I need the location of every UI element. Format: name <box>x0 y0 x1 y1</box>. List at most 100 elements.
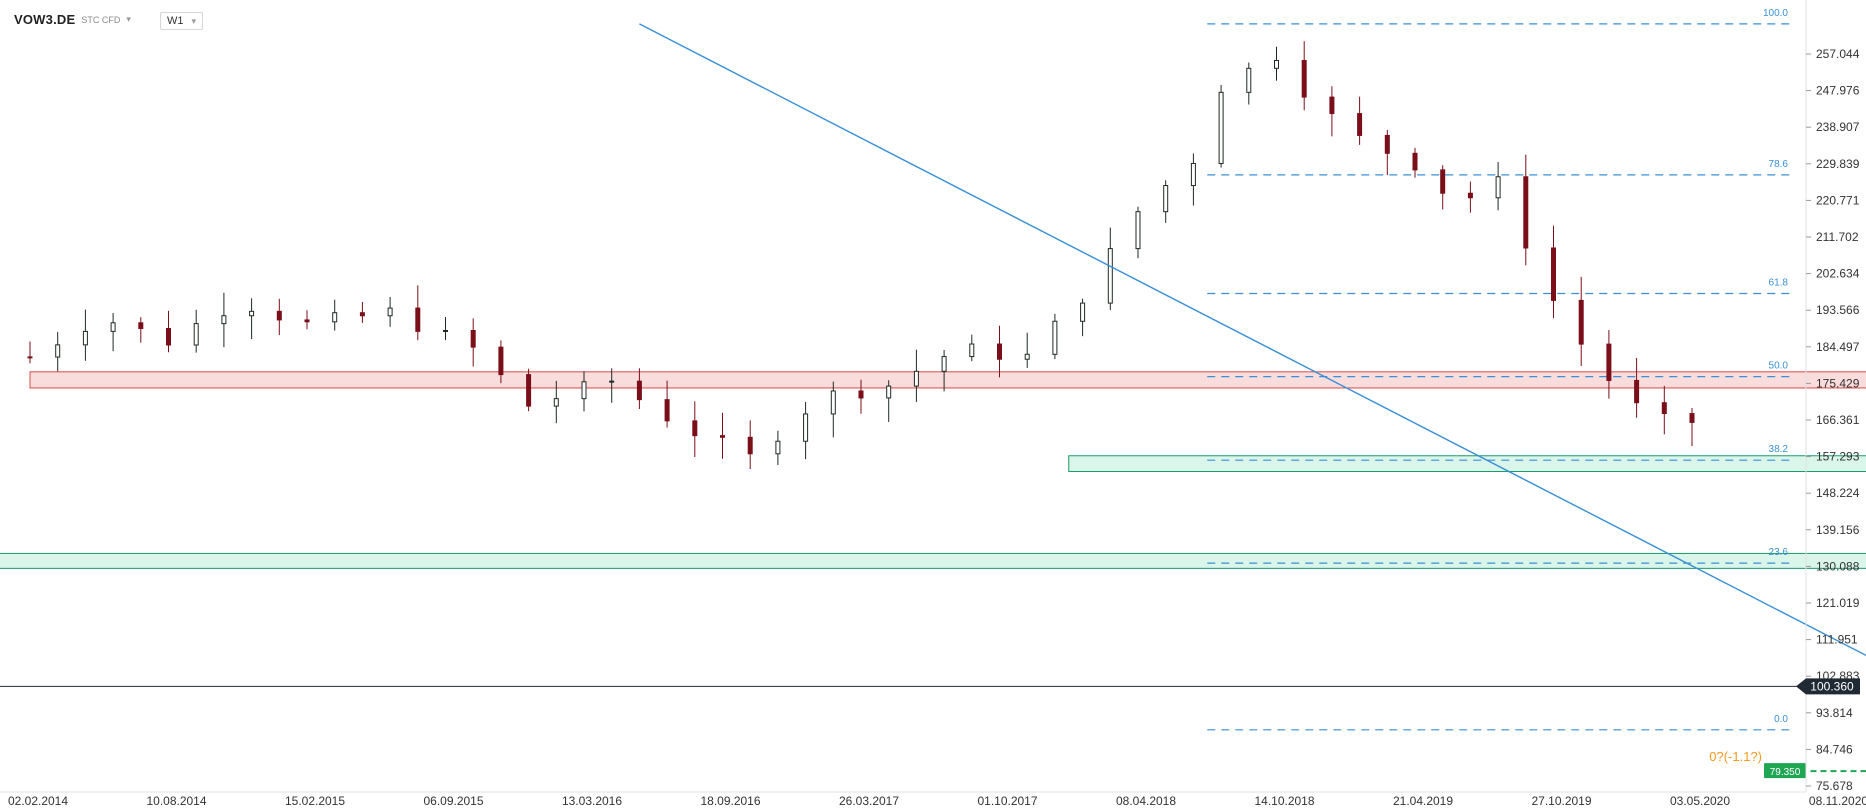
candle-body-bear <box>1523 176 1529 249</box>
candle-body-bear <box>359 312 365 317</box>
candle <box>997 325 1002 378</box>
y-tick-label: 247.976 <box>1816 84 1860 98</box>
candle-body-bull <box>1274 59 1279 69</box>
candle <box>1163 180 1169 223</box>
candle <box>1190 153 1196 206</box>
candle-body-bear <box>1578 299 1584 345</box>
candle-body-bear <box>997 343 1002 360</box>
candle <box>276 298 282 336</box>
candle <box>387 296 393 327</box>
candle <box>1301 41 1307 111</box>
fib-level-label: 61.8 <box>1769 278 1789 289</box>
candle <box>359 302 365 323</box>
low-partial-label: 0?(-1.1?) <box>1709 749 1762 764</box>
candle-body-bear <box>304 319 310 323</box>
x-tick-label: 18.09.2016 <box>700 794 760 808</box>
candle-body-bull <box>941 356 947 372</box>
x-tick-label: 13.03.2016 <box>562 794 622 808</box>
candle <box>1440 165 1446 210</box>
candle <box>443 316 448 341</box>
candle <box>221 292 227 348</box>
y-tick-label: 121.019 <box>1816 596 1860 610</box>
candle-body-bear <box>138 322 144 330</box>
candle <box>720 412 725 459</box>
low-price-tag-label: 79.350 <box>1770 767 1801 778</box>
chart-toolbar: VOW3.DE STC CFD ▾ <box>14 12 131 27</box>
candle <box>1689 407 1695 447</box>
y-tick-label: 139.156 <box>1816 523 1860 537</box>
y-tick-label: 211.702 <box>1816 230 1859 244</box>
candle-body-bull <box>55 344 61 358</box>
candle <box>775 430 781 466</box>
y-tick-label: 220.771 <box>1816 193 1860 207</box>
y-tick-label: 184.497 <box>1816 340 1860 354</box>
candle-body-bear <box>1467 192 1473 199</box>
candle <box>1329 86 1335 137</box>
candle <box>249 298 255 340</box>
candle-body-bear <box>27 356 33 359</box>
candle <box>166 310 171 353</box>
candle-body-bull <box>1495 176 1501 199</box>
candle-body-bear <box>636 380 642 401</box>
candle <box>1246 62 1252 105</box>
candle <box>1551 225 1556 319</box>
candle <box>636 368 642 410</box>
x-tick-label: 01.10.2017 <box>977 794 1037 808</box>
x-tick-label: 15.02.2015 <box>285 794 345 808</box>
candle-body-bear <box>1634 379 1640 404</box>
candle-body-bull <box>1024 353 1030 360</box>
candle-body-bull <box>1190 162 1196 187</box>
candle-body-bull <box>969 343 975 358</box>
x-tick-label: 08.04.2018 <box>1116 794 1176 808</box>
symbol-label[interactable]: VOW3.DE <box>14 12 76 27</box>
y-tick-label: 166.361 <box>1816 413 1860 427</box>
fib-level-label: 100.0 <box>1763 8 1788 19</box>
symbol-dropdown-icon[interactable]: ▾ <box>126 14 131 24</box>
candle-body-bull <box>553 398 559 407</box>
candle-body-bear <box>166 328 171 346</box>
candle <box>415 285 421 341</box>
candle <box>27 341 33 364</box>
candle-body-bull <box>775 440 781 455</box>
fib-level-label: 78.6 <box>1769 159 1789 170</box>
fib-level-label: 0.0 <box>1774 714 1788 725</box>
candle-body-bear <box>1440 169 1446 194</box>
candle-body-bear <box>1412 152 1418 171</box>
instrument-type: STC CFD <box>81 14 121 25</box>
candle <box>1384 129 1390 176</box>
candle-body-bull <box>82 330 88 346</box>
low-price-tag: 79.350 <box>1764 763 1806 779</box>
candle-body-bull <box>1218 91 1224 164</box>
candle <box>1218 84 1224 168</box>
timeframe-label: W1 <box>167 15 184 27</box>
candle-body-bear <box>858 390 864 399</box>
candle <box>553 380 559 424</box>
resistance-zone <box>29 371 1866 389</box>
low-price-tag-bg <box>1764 763 1806 779</box>
y-tick-label: 93.814 <box>1816 706 1853 720</box>
x-tick-label: 08.11.2020 <box>1809 794 1866 808</box>
timeframe-chevron-down-icon[interactable]: ▾ <box>191 15 197 26</box>
candle <box>609 368 615 403</box>
candle-body-bull <box>1080 302 1086 322</box>
fib-level-label: 38.2 <box>1769 444 1789 455</box>
candle-body-bear <box>498 346 504 376</box>
candle <box>138 317 144 343</box>
candle <box>526 368 532 412</box>
x-tick-label: 06.09.2015 <box>423 794 483 808</box>
candle-body-bear <box>664 399 670 422</box>
candle <box>1606 330 1612 399</box>
candle <box>1135 206 1141 259</box>
fib-trend-line <box>639 23 1866 657</box>
candle-body-bear <box>276 310 282 321</box>
candle <box>470 318 476 367</box>
candle-body-bear <box>1689 413 1695 423</box>
timeframe-selector[interactable]: W1 ▾ <box>160 12 204 30</box>
support-zone <box>0 552 1866 569</box>
candle <box>1052 313 1058 360</box>
candle <box>747 420 753 470</box>
candle-body-bear <box>526 374 532 407</box>
y-tick-label: 157.293 <box>1816 450 1860 464</box>
candle-body-bull <box>1246 67 1252 93</box>
